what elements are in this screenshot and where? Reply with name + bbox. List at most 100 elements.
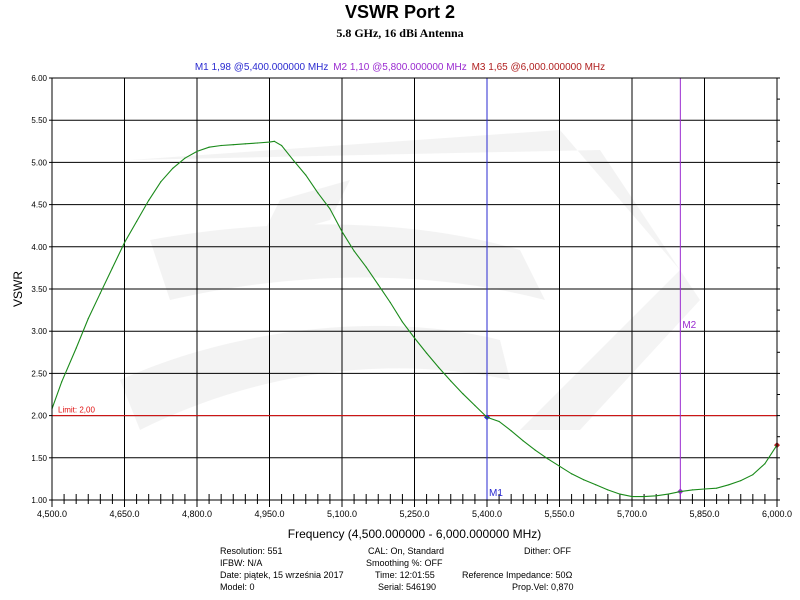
data-point	[244, 143, 246, 145]
x-tick-label: 4,800.0	[182, 509, 212, 519]
data-point	[317, 192, 319, 194]
data-point	[135, 220, 138, 223]
y-tick-labels: 1.00 1.50 2.00 2.50 3.00 3.50 4.00 4.50 5.00 5.50…	[31, 74, 47, 505]
x-tick-label: 4,650.0	[109, 509, 139, 519]
marker-label-m2: M2	[682, 320, 696, 331]
data-point	[273, 140, 275, 142]
data-point	[365, 266, 367, 268]
data-point	[643, 496, 645, 498]
x-tick-label: 6,000.0	[762, 509, 792, 519]
data-point	[510, 430, 512, 432]
marker-readout-m1: M1 1,98 @5,400.000000 MHz	[194, 62, 329, 73]
series-group	[51, 140, 778, 498]
x-tick-label: 5,700.0	[617, 509, 647, 519]
data-point	[438, 366, 440, 369]
x-axis-label: Frequency (4,500.000000 - 6,000.000000 M…	[288, 527, 542, 541]
x-tick-label: 5,250.0	[399, 509, 429, 519]
series-line	[51, 140, 778, 498]
info-serial: Serial: 546190	[378, 582, 437, 592]
data-point	[570, 473, 573, 475]
limit-label: Limit: 2,00	[58, 406, 95, 415]
data-point	[667, 493, 669, 495]
info-ifbw: IFBW: N/A	[220, 558, 263, 568]
data-point	[329, 208, 331, 210]
info-date: Date: piątek, 15 września 2017	[220, 570, 344, 580]
data-point	[280, 144, 283, 147]
y-tick-label: 5.50	[31, 116, 47, 125]
data-point	[425, 352, 428, 354]
data-point	[75, 347, 77, 349]
data-point	[619, 493, 621, 495]
data-point	[111, 267, 114, 269]
chart-subtitle: 5.8 GHz, 16 dBi Antenna	[336, 26, 464, 40]
x-tick-labels: 4,500.0 4,650.0 4,800.0 4,950.0 5,100.0 5,250…	[37, 509, 792, 519]
data-point	[256, 142, 259, 144]
x-tick-label: 4,500.0	[37, 509, 67, 519]
info-prop-vel: Prop.Vel: 0,870	[512, 582, 574, 592]
data-point	[655, 495, 657, 497]
data-point	[220, 144, 222, 147]
data-point	[486, 416, 488, 418]
watermark-logo	[120, 130, 700, 430]
data-point	[715, 487, 718, 489]
y-tick-label: 2.00	[31, 412, 47, 421]
x-tick-label: 4,950.0	[254, 509, 284, 519]
info-resolution: Resolution: 551	[220, 546, 283, 556]
data-point	[172, 167, 174, 169]
data-point	[208, 146, 210, 148]
data-point	[534, 449, 536, 451]
data-point	[389, 301, 391, 304]
info-model: Model: 0	[220, 582, 255, 592]
data-point	[595, 484, 597, 486]
info-smoothing: Smoothing %: OFF	[366, 558, 443, 568]
data-point	[474, 404, 476, 407]
data-point	[546, 458, 549, 460]
data-point	[631, 496, 633, 498]
data-point	[99, 292, 101, 294]
y-tick-label: 1.50	[31, 454, 47, 463]
marker-lines: M1 M2	[484, 78, 780, 500]
data-point	[61, 381, 63, 383]
info-dither: Dither: OFF	[524, 546, 572, 556]
marker-label-m1: M1	[489, 488, 503, 499]
data-point	[558, 465, 561, 467]
data-point	[607, 489, 609, 491]
data-point	[160, 181, 162, 183]
info-cal: CAL: On, Standard	[368, 546, 445, 556]
data-point	[184, 157, 186, 159]
x-tick-label: 5,850.0	[689, 509, 719, 519]
marker-readout-m3: M3 1,65 @6,000.000000 MHz	[471, 62, 606, 73]
x-tick-label: 5,400.0	[472, 509, 502, 519]
data-point	[703, 488, 706, 490]
data-point	[462, 393, 464, 395]
data-point	[268, 141, 271, 143]
data-point	[123, 241, 126, 244]
y-tick-label: 4.50	[31, 201, 47, 210]
info-time: Time: 12:01:55	[375, 570, 435, 580]
data-point	[498, 420, 500, 423]
data-point	[450, 380, 452, 382]
limit-line-group: Limit: 2,00	[52, 406, 777, 417]
data-point	[305, 174, 307, 176]
data-point	[87, 317, 89, 320]
data-point	[764, 463, 766, 465]
plot-frame	[51, 77, 778, 501]
data-point	[401, 321, 404, 323]
y-tick-label: 2.50	[31, 369, 47, 378]
y-tick-label: 4.00	[31, 243, 47, 252]
info-ref-impedance: Reference Impedance: 50Ω	[462, 570, 573, 580]
data-point	[679, 490, 681, 493]
chart-title: VSWR Port 2	[344, 2, 455, 22]
data-point	[522, 440, 524, 442]
data-point	[691, 489, 694, 491]
data-point	[353, 250, 355, 252]
y-tick-label: 5.00	[31, 158, 47, 167]
data-point	[293, 160, 295, 162]
data-point	[232, 144, 234, 146]
data-point	[377, 284, 379, 286]
data-point	[728, 484, 730, 486]
x-tick-label: 5,550.0	[544, 509, 574, 519]
marker-readout-m2: M2 1,10 @5,800.000000 MHz	[333, 62, 467, 73]
data-point	[583, 479, 585, 481]
